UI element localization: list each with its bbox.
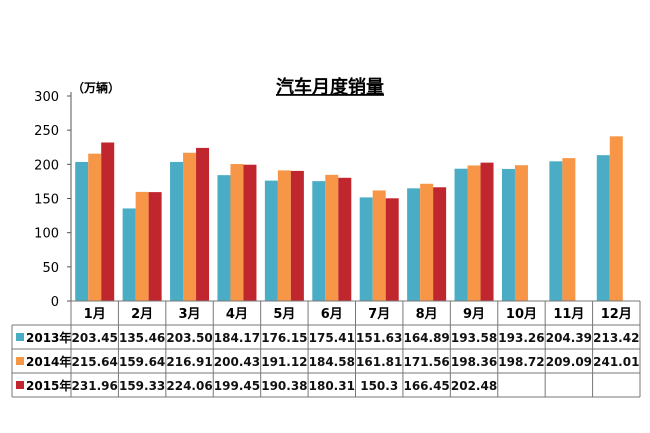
bar-2-10 [514, 165, 528, 301]
x-tick-label: 10月 [506, 307, 537, 322]
x-tick-label: 4月 [226, 307, 248, 322]
data-label: 135.46 [119, 331, 165, 345]
data-label: 199.45 [214, 379, 260, 393]
data-label: 193.26 [498, 331, 544, 345]
data-label: 193.58 [451, 331, 497, 345]
bar-2-9 [467, 165, 481, 301]
x-tick-label: 5月 [273, 307, 295, 322]
y-tick-label: 50 [42, 261, 59, 276]
x-tick-label: 9月 [463, 307, 485, 322]
data-label: 176.15 [261, 331, 307, 345]
bar-1-10 [501, 168, 515, 301]
y-tick-label: 300 [34, 90, 59, 105]
bar-1-11 [549, 161, 563, 301]
y-tick-label: 200 [34, 158, 59, 173]
bar-2-11 [562, 158, 576, 301]
data-label: 200.43 [214, 355, 260, 369]
data-label: 204.39 [546, 331, 592, 345]
data-label: 159.33 [119, 379, 165, 393]
legend-swatch-3 [16, 381, 24, 389]
y-tick-label: 0 [51, 295, 59, 310]
bar-1-3 [170, 161, 184, 301]
x-tick-label: 11月 [553, 307, 584, 322]
bar-1-12 [596, 155, 610, 301]
bar-2-1 [88, 153, 102, 301]
data-label: 159.64 [119, 355, 165, 369]
data-label: 164.89 [403, 331, 449, 345]
bar-3-1 [101, 142, 115, 301]
data-label: 150.3 [360, 379, 398, 393]
bar-1-5 [264, 180, 278, 301]
data-label: 203.45 [72, 331, 118, 345]
bar-3-8 [433, 187, 447, 301]
legend-label-2: 2014年 [26, 354, 71, 369]
bar-2-3 [183, 152, 197, 301]
bar-3-9 [480, 162, 494, 301]
data-label: 191.12 [261, 355, 307, 369]
legend-label-3: 2015年 [26, 378, 71, 393]
x-tick-label: 6月 [321, 307, 343, 322]
bar-3-7 [385, 198, 399, 301]
data-label: 209.09 [546, 355, 592, 369]
x-tick-label: 1月 [84, 307, 106, 322]
chart-title: 汽车月度销量 [276, 76, 384, 98]
y-tick-label: 100 [34, 227, 59, 242]
bar-1-9 [454, 168, 468, 301]
data-label: 198.36 [451, 355, 497, 369]
bar-1-2 [122, 208, 136, 301]
bar-2-8 [420, 183, 434, 301]
bar-2-5 [277, 170, 291, 301]
data-label: 161.81 [356, 355, 402, 369]
data-label: 184.58 [309, 355, 355, 369]
bar-1-6 [312, 181, 326, 301]
legend-label-1: 2013年 [26, 330, 71, 345]
data-label: 184.17 [214, 331, 260, 345]
data-label: 216.91 [166, 355, 212, 369]
data-label: 224.06 [166, 379, 212, 393]
bar-3-5 [290, 170, 304, 301]
bar-2-2 [135, 191, 149, 301]
data-label: 203.50 [166, 331, 212, 345]
bar-3-3 [196, 147, 210, 301]
bar-2-12 [609, 136, 623, 301]
x-tick-label: 2月 [131, 307, 153, 322]
data-label: 175.41 [309, 331, 355, 345]
data-label: 202.48 [451, 379, 497, 393]
data-label: 171.56 [403, 355, 449, 369]
data-label: 215.64 [72, 355, 118, 369]
bar-1-4 [217, 175, 231, 301]
legend-swatch-1 [16, 333, 24, 341]
bar-2-4 [230, 164, 244, 301]
x-tick-label: 12月 [601, 307, 632, 322]
bar-1-7 [359, 197, 373, 301]
legend-swatch-2 [16, 357, 24, 365]
data-label: 180.31 [309, 379, 355, 393]
x-tick-label: 3月 [179, 307, 201, 322]
bar-2-7 [372, 190, 386, 301]
bar-3-4 [243, 164, 257, 301]
bar-1-8 [407, 188, 421, 301]
bar-3-6 [338, 177, 352, 301]
data-label: 231.96 [72, 379, 118, 393]
data-label: 166.45 [403, 379, 449, 393]
y-tick-label: 150 [34, 193, 59, 208]
bar-1-1 [75, 161, 89, 301]
data-label: 198.72 [498, 355, 544, 369]
y-tick-label: 250 [34, 124, 59, 139]
x-tick-label: 7月 [368, 307, 390, 322]
x-tick-label: 8月 [416, 307, 438, 322]
data-label: 213.42 [593, 331, 639, 345]
data-label: 151.63 [356, 331, 402, 345]
bar-2-6 [325, 174, 339, 301]
data-label: 190.38 [261, 379, 307, 393]
unit-label: （万辆） [72, 80, 120, 95]
data-label: 241.01 [593, 355, 639, 369]
bar-3-2 [148, 192, 162, 301]
